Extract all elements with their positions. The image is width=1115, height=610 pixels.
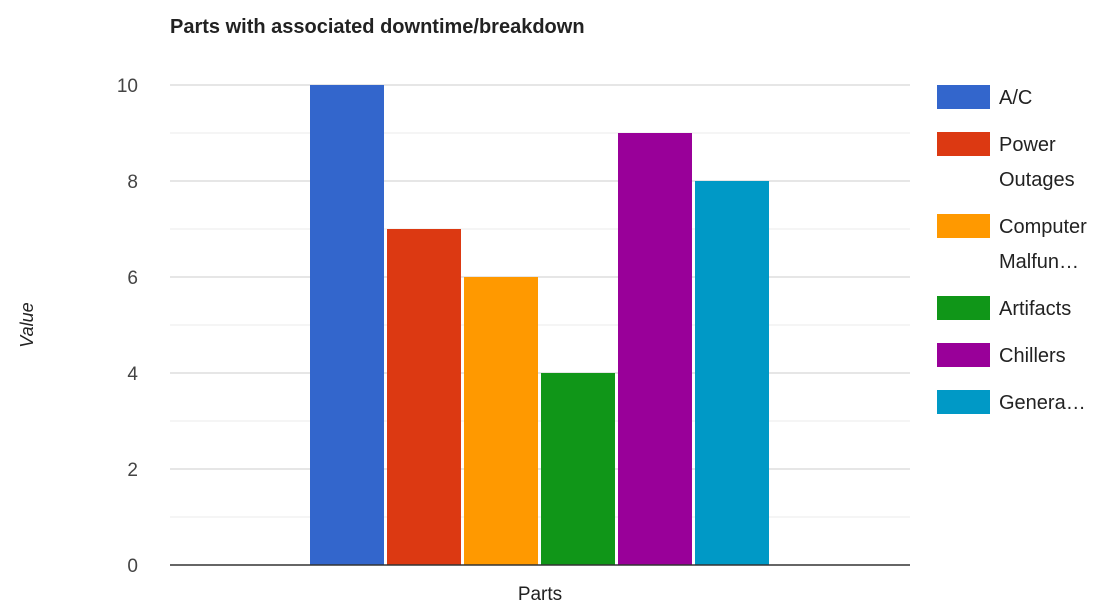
y-axis-tick-labels: 0 2 4 6 8 10 [117,76,139,577]
legend-swatch [937,85,990,109]
legend-label: Power [999,134,1056,156]
legend-label: Malfun… [999,251,1079,273]
y-tick-label: 8 [127,172,138,193]
bar-power-outages[interactable] [387,229,461,565]
legend-item[interactable]: Genera… [937,390,1086,414]
y-axis-title: Value [17,302,37,347]
bars [310,85,769,565]
bar-artifacts[interactable] [541,373,615,565]
y-tick-label: 10 [117,76,138,97]
y-tick-label: 6 [127,268,138,289]
legend-swatch [937,343,990,367]
bar-genera[interactable] [695,181,769,565]
bar-chillers[interactable] [618,133,692,565]
bar-computer-malfun[interactable] [464,277,538,565]
y-tick-label: 2 [127,460,138,481]
legend-item[interactable]: Computer Malfun… [937,214,1087,273]
chart-title: Parts with associated downtime/breakdown [170,16,585,38]
legend-swatch [937,390,990,414]
gridlines [170,84,910,518]
bar-a-c[interactable] [310,85,384,565]
legend-label: Computer [999,216,1087,238]
legend-label: Outages [999,169,1075,191]
legend: A/C Power Outages Computer Malfun… Artifacts C… [937,85,1087,414]
legend-swatch [937,132,990,156]
legend-label: Chillers [999,345,1066,367]
legend-swatch [937,296,990,320]
legend-item[interactable]: Chillers [937,343,1066,367]
y-tick-label: 4 [127,364,138,385]
legend-label: Genera… [999,392,1086,414]
legend-item[interactable]: Power Outages [937,132,1075,191]
y-tick-label: 0 [127,556,138,577]
legend-label: A/C [999,87,1032,109]
legend-swatch [937,214,990,238]
legend-item[interactable]: Artifacts [937,296,1071,320]
legend-item[interactable]: A/C [937,85,1032,109]
x-axis-title: Parts [518,584,562,605]
legend-label: Artifacts [999,298,1071,320]
